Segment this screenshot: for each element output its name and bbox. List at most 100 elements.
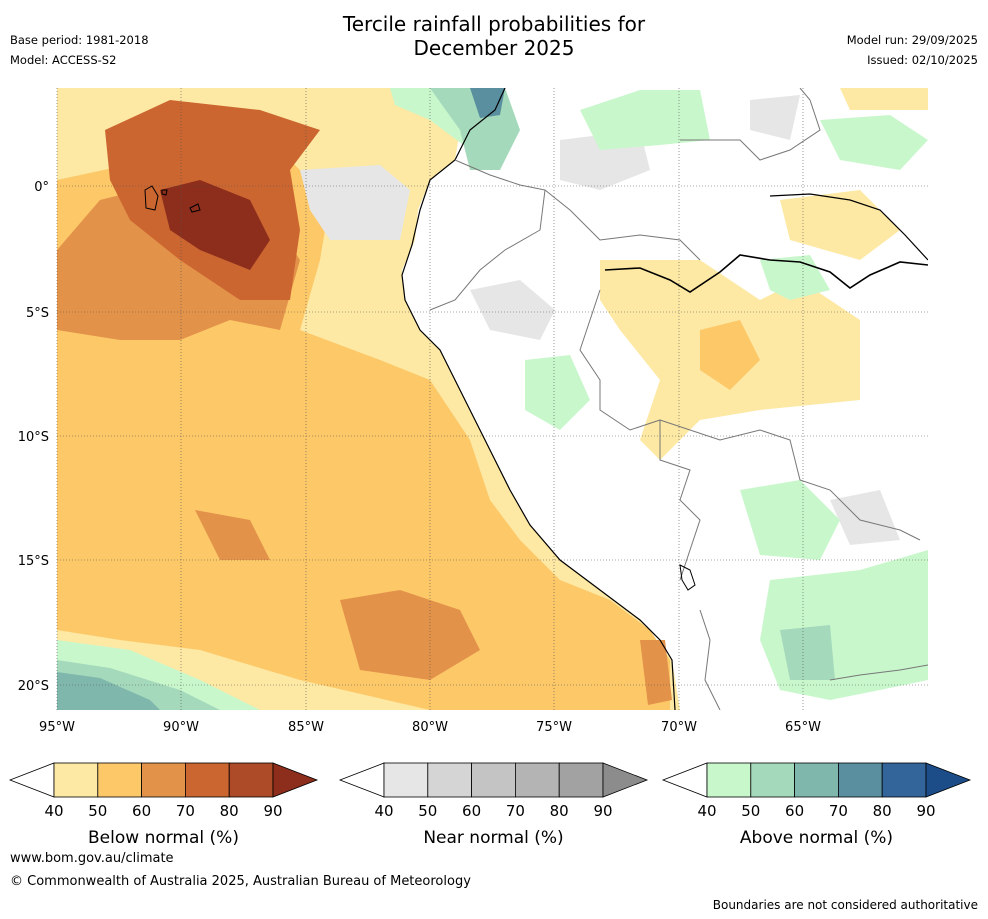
meta-left: Base period: 1981-2018 Model: ACCESS-S2 xyxy=(10,30,149,70)
lon-label-80w: 80°W xyxy=(412,720,448,735)
colorbar-below-bin-5 xyxy=(228,762,274,798)
meta-right: Model run: 29/09/2025 Issued: 02/10/2025 xyxy=(847,30,978,70)
region-above-j xyxy=(780,625,835,680)
lat-label-10s: 10°S xyxy=(18,430,49,445)
region-above-d xyxy=(580,90,710,150)
colorbar-below-tick-40: 40 xyxy=(44,802,63,820)
island-isabela xyxy=(144,185,159,211)
colorbar-above-tick-70: 70 xyxy=(829,802,848,820)
colorbar-below-tick-90: 90 xyxy=(263,802,282,820)
region-above-e xyxy=(820,115,928,170)
footer-url[interactable]: www.bom.gov.au/climate xyxy=(10,851,174,866)
title-line-2: December 2025 xyxy=(413,36,575,60)
colorbar-below-tick-80: 80 xyxy=(220,802,239,820)
colorbar-above-tick-50: 50 xyxy=(741,802,760,820)
colorbar-above-bin-5 xyxy=(881,762,927,798)
colorbar-below-bin-1 xyxy=(53,762,99,798)
region-near-e xyxy=(830,490,900,545)
colorbar-near-tick-50: 50 xyxy=(418,802,437,820)
lon-label-85w: 85°W xyxy=(288,720,324,735)
region-below-60-b xyxy=(340,590,480,680)
lat-label-0: 0° xyxy=(34,180,49,195)
colorbar-near-tick-70: 70 xyxy=(506,802,525,820)
colorbar-above-tick-90: 90 xyxy=(916,802,935,820)
colorbar-near-tick-40: 40 xyxy=(374,802,393,820)
region-above-f xyxy=(525,355,590,430)
region-below-land-d xyxy=(840,88,928,110)
colorbar-above-extend-low xyxy=(661,762,708,798)
region-near-b xyxy=(470,280,555,340)
amazon-river xyxy=(604,254,928,293)
region-above-h xyxy=(740,480,840,560)
region-above-c xyxy=(470,88,505,118)
colorbar-above-extend-high xyxy=(925,762,972,798)
lon-label-75w: 75°W xyxy=(536,720,572,735)
colorbar-above-tick-60: 60 xyxy=(785,802,804,820)
border-chile-bolivia xyxy=(699,609,721,710)
colorbar-below-bin-4 xyxy=(184,762,230,798)
border-ecuador-peru xyxy=(429,159,546,311)
border-colombia-peru xyxy=(544,189,701,261)
lake-titicaca xyxy=(679,564,696,591)
colorbars: 40 50 60 70 80 90 Below normal (%) 40 50 60 70 80 90… xyxy=(8,762,972,848)
lat-label-5s: 5°S xyxy=(26,306,49,321)
colorbar-near-bin-3 xyxy=(471,762,516,798)
colorbar-above-label: Above normal (%) xyxy=(740,828,893,848)
colorbar-near-label: Near normal (%) xyxy=(423,828,563,848)
colorbar-above: 40 50 60 70 80 90 Above normal (%) xyxy=(661,762,972,848)
model-run: Model run: 29/09/2025 xyxy=(846,33,978,47)
colorbar-below-tick-60: 60 xyxy=(132,802,151,820)
region-below-60-c xyxy=(195,510,270,560)
border-bolivia-brazil xyxy=(659,419,921,541)
border-bolivia-paraguay xyxy=(829,664,928,681)
colorbar-above-bin-1 xyxy=(706,762,752,798)
colorbar-near-bin-4 xyxy=(515,762,560,798)
colorbar-below-extend-low xyxy=(8,762,55,798)
lon-label-95w: 95°W xyxy=(39,720,75,735)
lon-label-90w: 90°W xyxy=(163,720,199,735)
colorbar-near-bin-5 xyxy=(558,762,604,798)
colorbar-above-tick-80: 80 xyxy=(873,802,892,820)
island-santa-cruz xyxy=(189,203,201,213)
rio-negro xyxy=(769,193,928,261)
colorbar-below: 40 50 60 70 80 90 Below normal (%) xyxy=(8,762,319,848)
colorbar-above-tick-40: 40 xyxy=(697,802,716,820)
colorbar-above-bin-3 xyxy=(794,762,839,798)
map-fill-layer xyxy=(57,88,928,710)
lon-label-65w: 65°W xyxy=(785,720,821,735)
map-title: Tercile rainfall probabilities for Decem… xyxy=(0,12,988,60)
colorbar-near-tick-60: 60 xyxy=(462,802,481,820)
colorbar-near-extend-high xyxy=(602,762,649,798)
colorbar-below-bin-3 xyxy=(141,762,186,798)
lat-label-15s: 15°S xyxy=(18,554,49,569)
country-borders xyxy=(429,88,928,710)
colorbar-near-bin-2 xyxy=(427,762,472,798)
coastline xyxy=(401,88,676,710)
colorbar-near-extend-low xyxy=(338,762,385,798)
region-near-a xyxy=(300,165,410,240)
lat-label-20s: 20°S xyxy=(18,679,49,694)
grid-lines xyxy=(56,88,928,710)
colorbar-below-tick-70: 70 xyxy=(176,802,195,820)
colorbar-below-bin-2 xyxy=(97,762,143,798)
colorbar-below-tick-50: 50 xyxy=(88,802,107,820)
model-name: Model: ACCESS-S2 xyxy=(10,53,117,67)
footer-note: Boundaries are not considered authoritat… xyxy=(712,898,978,912)
colorbar-near-bin-1 xyxy=(383,762,429,798)
region-below-land-c xyxy=(780,190,900,260)
region-near-c xyxy=(750,95,800,140)
region-above-m xyxy=(57,672,160,710)
colorbar-below-extend-high xyxy=(272,762,319,798)
border-colombia-venezuela xyxy=(680,88,821,161)
region-below-60-d xyxy=(640,640,672,705)
island-fernandina xyxy=(161,189,168,196)
colorbar-above-bin-2 xyxy=(750,762,795,798)
base-period: Base period: 1981-2018 xyxy=(10,33,149,47)
region-below-land-b xyxy=(700,320,760,390)
galapagos-islands xyxy=(144,185,201,213)
lon-label-70w: 70°W xyxy=(661,720,697,735)
region-below-90 xyxy=(160,180,270,270)
colorbar-near: 40 50 60 70 80 90 Near normal (%) xyxy=(338,762,649,848)
colorbar-above-bin-4 xyxy=(838,762,883,798)
